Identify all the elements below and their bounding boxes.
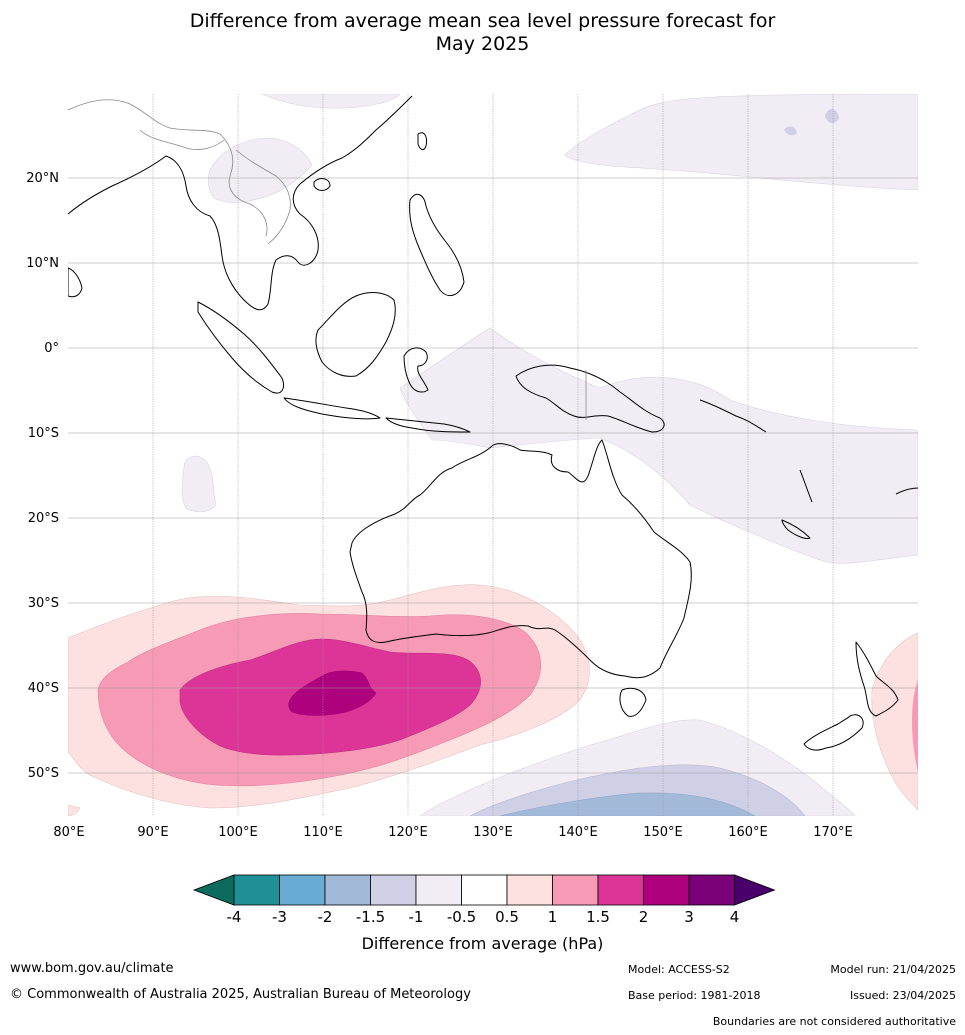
model-name: Model: ACCESS-S2	[628, 963, 730, 976]
colorbar-swatches	[192, 874, 776, 906]
lat-label: 10°N	[26, 256, 59, 271]
lat-label: 20°S	[28, 511, 59, 526]
borneo-coastline	[315, 292, 396, 377]
sri-lanka-coastline	[68, 267, 83, 298]
chart-title: Difference from average mean sea level p…	[0, 10, 965, 56]
lat-label: 40°S	[28, 681, 59, 696]
colorbar-tick-label: 1.5	[586, 908, 610, 926]
hainan-coastline	[313, 178, 331, 191]
new-guinea-coastline	[515, 364, 665, 433]
colorbar-label: Difference from average (hPa)	[361, 934, 604, 953]
lat-label: 0°	[44, 341, 59, 356]
boundaries-disclaimer: Boundaries are not considered authoritat…	[712, 1015, 956, 1028]
positive-anomaly-new-zealand	[871, 632, 918, 811]
lat-label: 50°S	[28, 766, 59, 781]
colorbar-swatch	[324, 874, 371, 906]
negative-anomaly-small-patch-1	[784, 126, 797, 136]
anomaly-contours	[68, 94, 918, 816]
colorbar-swatch	[415, 874, 462, 906]
model-run-date: Model run: 21/04/2025	[830, 963, 956, 976]
colorbar-tick-label: -3	[272, 908, 287, 926]
colorbar-swatch	[688, 874, 735, 906]
lon-label: 160°E	[728, 825, 768, 840]
colorbar-tick-label: 0.5	[495, 908, 519, 926]
colorbar-tick-label: -4	[227, 908, 242, 926]
new-zealand-south-coastline	[803, 714, 864, 751]
colorbar-ticks: -4 -3 -2 -1.5 -1 -0.5 0.5 1 1.5 2 3 4	[227, 908, 740, 926]
colorbar-tick-label: -0.5	[447, 908, 476, 926]
colorbar-tick-label: 4	[730, 908, 740, 926]
colorbar-tick-label: -1.5	[356, 908, 385, 926]
sumatra-coastline	[197, 301, 285, 394]
colorbar-extend-high	[734, 874, 776, 906]
title-line-2: May 2025	[435, 33, 530, 55]
colorbar-swatch	[279, 874, 326, 906]
positive-anomaly-new-zealand-1	[912, 680, 918, 772]
lesser-sunda-coastline	[385, 417, 471, 433]
vanuatu-coastline	[799, 469, 813, 503]
colorbar-swatch	[552, 874, 599, 906]
colorbar-tick-label: 2	[639, 908, 649, 926]
meridians	[152, 94, 834, 816]
issued-date: Issued: 23/04/2025	[849, 989, 956, 1002]
colorbar-swatch	[461, 874, 508, 906]
copyright-notice: © Commonwealth of Australia 2025, Austra…	[10, 987, 471, 1002]
base-period: Base period: 1981-2018	[628, 989, 761, 1002]
lat-label: 30°S	[28, 596, 59, 611]
colorbar-swatch	[597, 874, 644, 906]
colorbar-extend-low	[192, 874, 235, 906]
graticule	[68, 177, 918, 774]
colorbar-tick-label: -1	[409, 908, 424, 926]
lat-label: 10°S	[28, 426, 59, 441]
negative-anomaly-tropical-band	[399, 327, 918, 564]
positive-anomaly-0p5-west-edge	[68, 804, 81, 816]
colorbar-swatch	[233, 874, 280, 906]
country-borders	[68, 99, 587, 420]
website-link[interactable]: www.bom.gov.au/climate	[10, 961, 174, 976]
colorbar-tick-label: 1	[548, 908, 558, 926]
lon-label: 120°E	[388, 825, 428, 840]
australia-coastline	[349, 439, 692, 679]
negative-anomaly-small-patch-2	[825, 109, 839, 124]
sulawesi-coastline	[403, 347, 429, 393]
lon-label: 110°E	[303, 825, 343, 840]
new-zealand-north-coastline	[855, 641, 899, 717]
java-coastline	[283, 397, 381, 420]
colorbar-tick-label: 3	[684, 908, 694, 926]
colorbar-swatch	[370, 874, 417, 906]
colorbar-swatch	[506, 874, 553, 906]
lon-label: 80°E	[53, 825, 84, 840]
taiwan-coastline	[417, 132, 427, 151]
lon-label: 100°E	[218, 825, 258, 840]
coastlines	[68, 95, 918, 751]
lon-label: 130°E	[473, 825, 513, 840]
colorbar-tick-label: -2	[318, 908, 333, 926]
lon-label: 170°E	[813, 825, 853, 840]
negative-anomaly-indochina	[208, 137, 313, 203]
colorbar-swatch	[643, 874, 690, 906]
fiji-coastline	[895, 487, 918, 495]
negative-anomaly-indian-ocean	[181, 455, 217, 513]
new-caledonia-coastline	[781, 519, 811, 539]
title-line-1: Difference from average mean sea level p…	[189, 10, 776, 32]
lon-label: 140°E	[558, 825, 598, 840]
positive-anomaly-2	[288, 670, 377, 716]
philippines-coastline	[409, 193, 465, 297]
solomon-islands-coastline	[699, 399, 767, 433]
negative-anomaly-southern-ocean-2	[499, 792, 756, 816]
lon-label: 90°E	[137, 825, 168, 840]
lat-label: 20°N	[26, 171, 59, 186]
tasmania-coastline	[619, 687, 647, 717]
asia-mainland-coastline	[68, 95, 413, 311]
lon-label: 150°E	[643, 825, 683, 840]
negative-anomaly-northern-sea	[261, 94, 401, 109]
